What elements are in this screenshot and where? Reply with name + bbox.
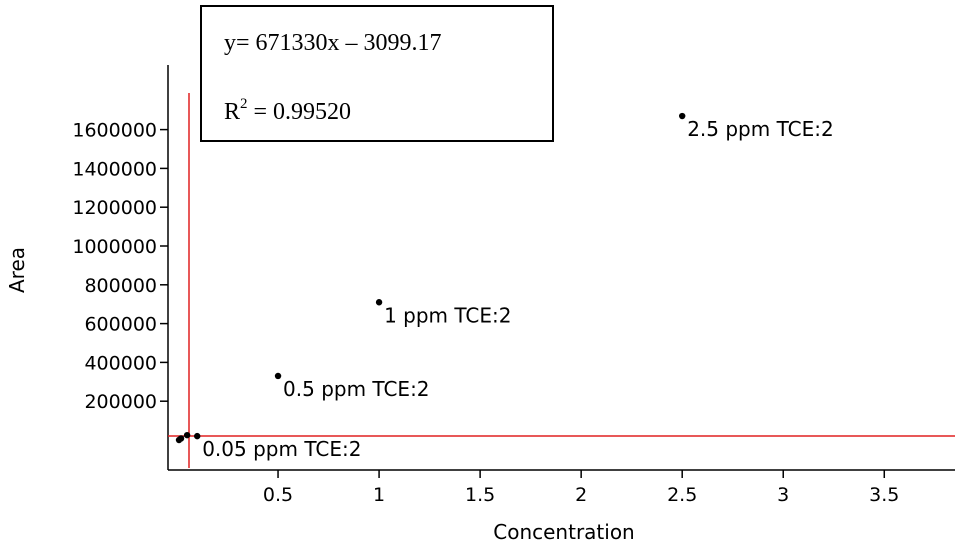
x-tick-label: 3 [777,484,789,506]
x-tick-label: 1 [373,484,385,506]
y-tick-label: 600000 [84,314,157,336]
x-tick-label: 0.5 [263,484,293,506]
y-tick-label: 1400000 [72,158,157,180]
equation-box: y= 671330x – 3099.17 R2 = 0.99520 [200,5,554,142]
equation-frame [200,5,554,142]
x-tick-label: 1.5 [465,484,495,506]
y-tick-label: 1200000 [72,197,157,219]
data-point [177,435,185,442]
data-point [194,432,201,440]
axes: 200000 400000 600000 800000 1000000 1200000 14… [5,65,955,544]
y-tick-label: 800000 [84,275,157,297]
y-tick-label: 1000000 [72,236,157,258]
x-axis-title: Concentration [493,520,634,544]
y-tick-label: 200000 [84,391,157,413]
data-point [678,112,686,120]
y-tick-label: 1600000 [72,120,157,142]
y-tick-label: 400000 [84,352,157,374]
data-point [274,372,282,380]
x-tick-label: 2 [575,484,587,506]
data-point [183,431,191,439]
y-axis-title: Area [5,247,29,293]
data-point [375,299,383,306]
point-label: 0.05 ppm TCE:2 [202,437,361,461]
r-squared-value: R2 = 0.99520 [224,96,351,125]
x-tick-label: 2.5 [667,484,697,506]
regression-equation: y= 671330x – 3099.17 [224,30,442,56]
point-label: 2.5 ppm TCE:2 [687,117,834,141]
crosshair [168,93,955,468]
point-label: 1 ppm TCE:2 [384,303,511,327]
point-label: 0.5 ppm TCE:2 [283,377,430,401]
x-tick-label: 3.5 [869,484,899,506]
data-points: 0.05 ppm TCE:2 0.5 ppm TCE:2 1 ppm TCE:2 2.… [175,112,834,461]
